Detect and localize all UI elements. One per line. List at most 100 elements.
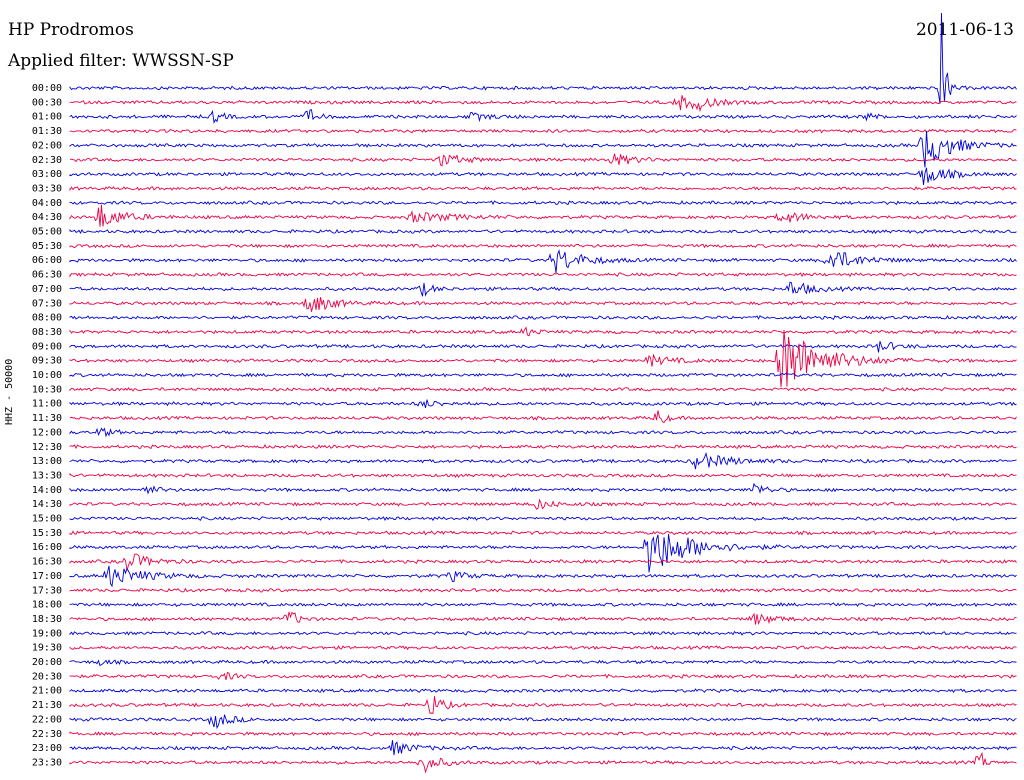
row-time-label: 20:30 — [32, 671, 62, 682]
row-time-label: 06:30 — [32, 270, 62, 281]
trace-line — [69, 602, 1017, 608]
trace-line — [69, 130, 1017, 168]
trace-line — [69, 329, 1017, 388]
row-time-label: 22:00 — [32, 714, 62, 725]
trace-line — [69, 281, 1017, 297]
row-time-label: 09:00 — [32, 341, 62, 352]
trace-line — [69, 451, 1017, 470]
trace-line — [69, 314, 1017, 321]
trace-line — [69, 611, 1017, 625]
row-time-label: 18:30 — [32, 614, 62, 625]
row-time-label: 05:30 — [32, 241, 62, 252]
row-time-label: 13:30 — [32, 470, 62, 481]
trace-line — [69, 185, 1017, 192]
trace-line — [69, 444, 1017, 450]
trace-line — [69, 498, 1017, 510]
row-time-label: 07:00 — [32, 284, 62, 295]
row-time-label: 00:00 — [32, 83, 62, 94]
row-time-label: 02:30 — [32, 155, 62, 166]
row-time-label: 05:00 — [32, 227, 62, 238]
trace-line — [69, 530, 1017, 536]
trace-line — [69, 587, 1017, 593]
row-time-label: 00:30 — [32, 97, 62, 108]
trace-line — [69, 386, 1017, 392]
filter-label: Applied filter: WWSSN-SP — [8, 51, 234, 71]
row-time-label: 12:00 — [32, 427, 62, 438]
row-time-label: 11:30 — [32, 413, 62, 424]
trace-line — [69, 204, 1017, 227]
row-time-label: 03:30 — [32, 183, 62, 194]
row-time-label: 11:00 — [32, 399, 62, 410]
row-time-label: 19:30 — [32, 643, 62, 654]
row-time-label: 10:30 — [32, 384, 62, 395]
trace-line — [69, 243, 1017, 249]
row-time-label: 17:00 — [32, 571, 62, 582]
trace-line — [69, 95, 1017, 113]
row-time-label: 15:00 — [32, 514, 62, 525]
trace-line — [69, 200, 1017, 206]
trace-line — [69, 109, 1017, 124]
row-time-label: 01:30 — [32, 126, 62, 137]
row-time-label: 10:00 — [32, 370, 62, 381]
row-time-label: 19:00 — [32, 628, 62, 639]
trace-line — [69, 128, 1017, 134]
trace-line — [69, 630, 1017, 636]
trace-line — [69, 272, 1017, 278]
trace-line — [69, 659, 1017, 667]
trace-line — [69, 12, 1017, 104]
row-time-label: 06:00 — [32, 255, 62, 266]
row-time-label: 14:30 — [32, 499, 62, 510]
trace-line — [69, 516, 1017, 522]
station-title: HP Prodromos — [8, 20, 134, 40]
row-time-label: 23:30 — [32, 757, 62, 768]
row-time-label: 08:30 — [32, 327, 62, 338]
row-time-label: 15:30 — [32, 528, 62, 539]
trace-line — [69, 751, 1017, 774]
row-time-label: 04:30 — [32, 212, 62, 223]
row-time-label: 04:00 — [32, 198, 62, 209]
row-time-label: 18:00 — [32, 600, 62, 611]
trace-line — [69, 326, 1017, 337]
row-time-label: 13:00 — [32, 456, 62, 467]
row-time-label: 21:30 — [32, 700, 62, 711]
row-time-label: 09:30 — [32, 356, 62, 367]
row-time-label: 16:00 — [32, 542, 62, 553]
trace-line — [69, 645, 1017, 651]
row-time-label: 16:30 — [32, 557, 62, 568]
trace-line — [69, 167, 1017, 185]
trace-line — [69, 410, 1017, 424]
row-time-label: 20:00 — [32, 657, 62, 668]
trace-line — [69, 472, 1017, 478]
row-time-label: 17:30 — [32, 585, 62, 596]
trace-line — [69, 565, 1017, 588]
row-time-label: 01:00 — [32, 112, 62, 123]
row-time-label: 14:00 — [32, 485, 62, 496]
trace-line — [69, 671, 1017, 681]
trace-line — [69, 427, 1017, 438]
row-time-label: 21:00 — [32, 686, 62, 697]
trace-line — [69, 482, 1017, 495]
trace-line — [69, 534, 1017, 573]
row-time-label: 12:30 — [32, 442, 62, 453]
row-time-label: 23:00 — [32, 743, 62, 754]
trace-line — [69, 399, 1017, 409]
trace-line — [69, 297, 1017, 312]
trace-line — [69, 228, 1017, 235]
row-time-label: 08:00 — [32, 313, 62, 324]
trace-line — [69, 688, 1017, 694]
row-time-label: 02:00 — [32, 140, 62, 151]
date-label: 2011-06-13 — [915, 20, 1014, 40]
row-time-label: 03:00 — [32, 169, 62, 180]
trace-line — [69, 553, 1017, 571]
trace-line — [69, 153, 1017, 167]
trace-line — [69, 696, 1017, 714]
trace-line — [69, 249, 1017, 274]
trace-line — [69, 341, 1017, 353]
trace-line — [69, 740, 1017, 756]
trace-line — [69, 731, 1017, 737]
trace-line — [69, 372, 1017, 378]
row-time-label: 22:30 — [32, 729, 62, 740]
trace-line — [69, 714, 1017, 730]
row-time-label: 07:30 — [32, 298, 62, 309]
